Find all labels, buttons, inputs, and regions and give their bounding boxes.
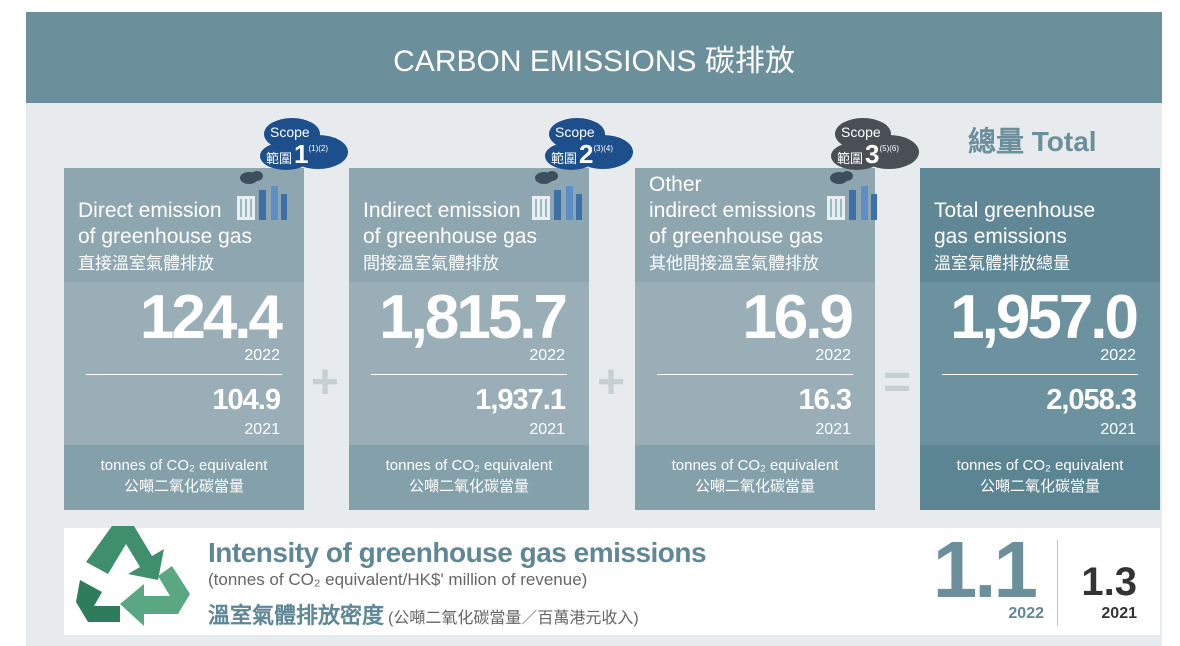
intensity-title: Intensity of greenhouse gas emissions <box>208 537 707 568</box>
card-title-line: of greenhouse gas <box>363 225 537 248</box>
scope-label-cn: 範圍 <box>551 151 578 166</box>
card-title-line: of greenhouse gas <box>78 225 252 248</box>
scope-label-cn: 範圍 <box>837 151 864 166</box>
value-current: 1,815.7 <box>379 283 568 352</box>
unit: tonnes of CO₂ equivalent <box>956 457 1124 474</box>
card-header: Total greenhouse gas emissions 溫室氣體排放總量 <box>920 168 1160 282</box>
scope-label: Scope <box>270 124 310 140</box>
emission-card: Other indirect emissions of greenhouse gas… <box>635 168 877 510</box>
scope-row: 範圍 1 (1)(2) <box>266 139 329 169</box>
value-divider <box>371 374 567 375</box>
card-title-line: of greenhouse gas <box>649 225 823 248</box>
card-values: 124.4 2022 104.9 2021 <box>64 282 304 445</box>
card-title-cn: 溫室氣體排放總量 <box>934 254 1070 273</box>
year-current: 2022 <box>244 347 280 364</box>
intensity-subtitle: (tonnes of CO₂ equivalent/HK$' million o… <box>208 570 588 589</box>
card-header: Indirect emission of greenhouse gas 間接溫室氣體… <box>349 168 589 282</box>
value-divider <box>942 374 1138 375</box>
card-unit: tonnes of CO₂ equivalent 公噸二氧化碳當量 <box>64 445 304 510</box>
intensity-value-current: 1.1 <box>932 525 1038 614</box>
value-previous: 2,058.3 <box>1046 384 1137 416</box>
factory-icon <box>237 171 287 220</box>
year-previous: 2021 <box>244 421 280 438</box>
year-previous: 2021 <box>1100 421 1136 438</box>
unit-cn: 公噸二氧化碳當量 <box>123 478 244 495</box>
card-values: 1,815.7 2022 1,937.1 2021 <box>349 282 589 445</box>
scope-badge: Scope 範圍 2 (3)(4) <box>541 116 637 172</box>
scope-number: 1 <box>294 139 309 169</box>
operator: = <box>882 356 912 409</box>
year-current: 2022 <box>529 347 565 364</box>
header-title: CARBON EMISSIONS 碳排放 <box>26 12 1162 103</box>
year-current: 2022 <box>815 347 851 364</box>
unit: tonnes of CO₂ equivalent <box>671 457 839 474</box>
scope-cloud <box>831 118 919 170</box>
card-title-line: gas emissions <box>934 225 1068 248</box>
intensity-year-previous: 2021 <box>1101 605 1137 622</box>
scope-cloud <box>545 118 633 170</box>
divider <box>1057 540 1058 626</box>
scope-number: 2 <box>579 139 594 169</box>
emission-card: Total greenhouse gas emissions 溫室氣體排放總量 1,9… <box>920 168 1160 510</box>
card-unit: tonnes of CO₂ equivalent 公噸二氧化碳當量 <box>920 445 1160 510</box>
year-previous: 2021 <box>529 421 565 438</box>
factory-icon <box>827 171 877 220</box>
value-current: 124.4 <box>139 283 283 352</box>
intensity-panel <box>64 528 1160 635</box>
operator: + <box>310 356 340 409</box>
card-values: 1,957.0 2022 2,058.3 2021 <box>920 282 1160 445</box>
value-current: 1,957.0 <box>950 283 1139 352</box>
year-previous: 2021 <box>815 421 851 438</box>
total-heading: 總量 Total <box>968 126 1097 157</box>
value-current: 16.9 <box>742 283 854 352</box>
card-unit: tonnes of CO₂ equivalent 公噸二氧化碳當量 <box>349 445 589 510</box>
card-title-line: Direct emission <box>78 199 222 222</box>
card-title-line: indirect emissions <box>649 199 816 222</box>
intensity-cn-row: 溫室氣體排放密度 (公噸二氧化碳當量／百萬港元收入) <box>208 598 639 630</box>
intensity-subtitle-cn: (公噸二氧化碳當量／百萬港元收入) <box>388 610 639 627</box>
value-previous: 16.3 <box>798 384 852 416</box>
emission-card: Indirect emission of greenhouse gas 間接溫室氣體… <box>349 168 589 510</box>
card-title-cn: 直接溫室氣體排放 <box>78 254 214 273</box>
scope-badge: Scope 範圍 1 (1)(2) <box>256 116 352 172</box>
value-previous: 1,937.1 <box>475 384 566 416</box>
scope-number: 3 <box>865 139 880 169</box>
intensity-year-current: 2022 <box>1008 605 1044 622</box>
unit: tonnes of CO₂ equivalent <box>100 457 268 474</box>
scope-row: 範圍 2 (3)(4) <box>551 139 614 169</box>
card-title-cn: 其他間接溫室氣體排放 <box>649 254 819 273</box>
card-header: Other indirect emissions of greenhouse gas… <box>635 168 875 282</box>
intensity-value-previous: 1.3 <box>1081 560 1137 604</box>
card-unit: tonnes of CO₂ equivalent 公噸二氧化碳當量 <box>635 445 875 510</box>
card-values: 16.9 2022 16.3 2021 <box>635 282 875 445</box>
card-title-line: Other <box>649 173 702 196</box>
unit-cn: 公噸二氧化碳當量 <box>694 478 815 495</box>
unit: tonnes of CO₂ equivalent <box>385 457 553 474</box>
intensity-title-cn: 溫室氣體排放密度 <box>208 603 385 628</box>
scope-notes: (3)(4) <box>593 144 614 153</box>
scope-notes: (1)(2) <box>308 144 329 153</box>
operator: + <box>596 356 626 409</box>
year-current: 2022 <box>1100 347 1136 364</box>
value-previous: 104.9 <box>212 384 281 416</box>
emission-card: Direct emission of greenhouse gas 直接溫室氣體排放… <box>64 168 304 510</box>
value-divider <box>657 374 853 375</box>
unit-cn: 公噸二氧化碳當量 <box>979 478 1100 495</box>
scope-label-cn: 範圍 <box>266 151 293 166</box>
scope-label: Scope <box>841 124 881 140</box>
scope-badge: Scope 範圍 3 (5)(6) <box>827 116 923 172</box>
scope-cloud <box>260 118 348 170</box>
unit-cn: 公噸二氧化碳當量 <box>408 478 529 495</box>
scope-notes: (5)(6) <box>879 144 900 153</box>
recycle-icon <box>76 526 190 626</box>
scope-row: 範圍 3 (5)(6) <box>837 139 900 169</box>
card-header: Direct emission of greenhouse gas 直接溫室氣體排放 <box>64 168 304 282</box>
scope-label: Scope <box>555 124 595 140</box>
card-title-line: Indirect emission <box>363 199 521 222</box>
value-divider <box>86 374 282 375</box>
card-title-cn: 間接溫室氣體排放 <box>363 254 499 273</box>
factory-icon <box>532 171 582 220</box>
card-title-line: Total greenhouse <box>934 199 1096 222</box>
